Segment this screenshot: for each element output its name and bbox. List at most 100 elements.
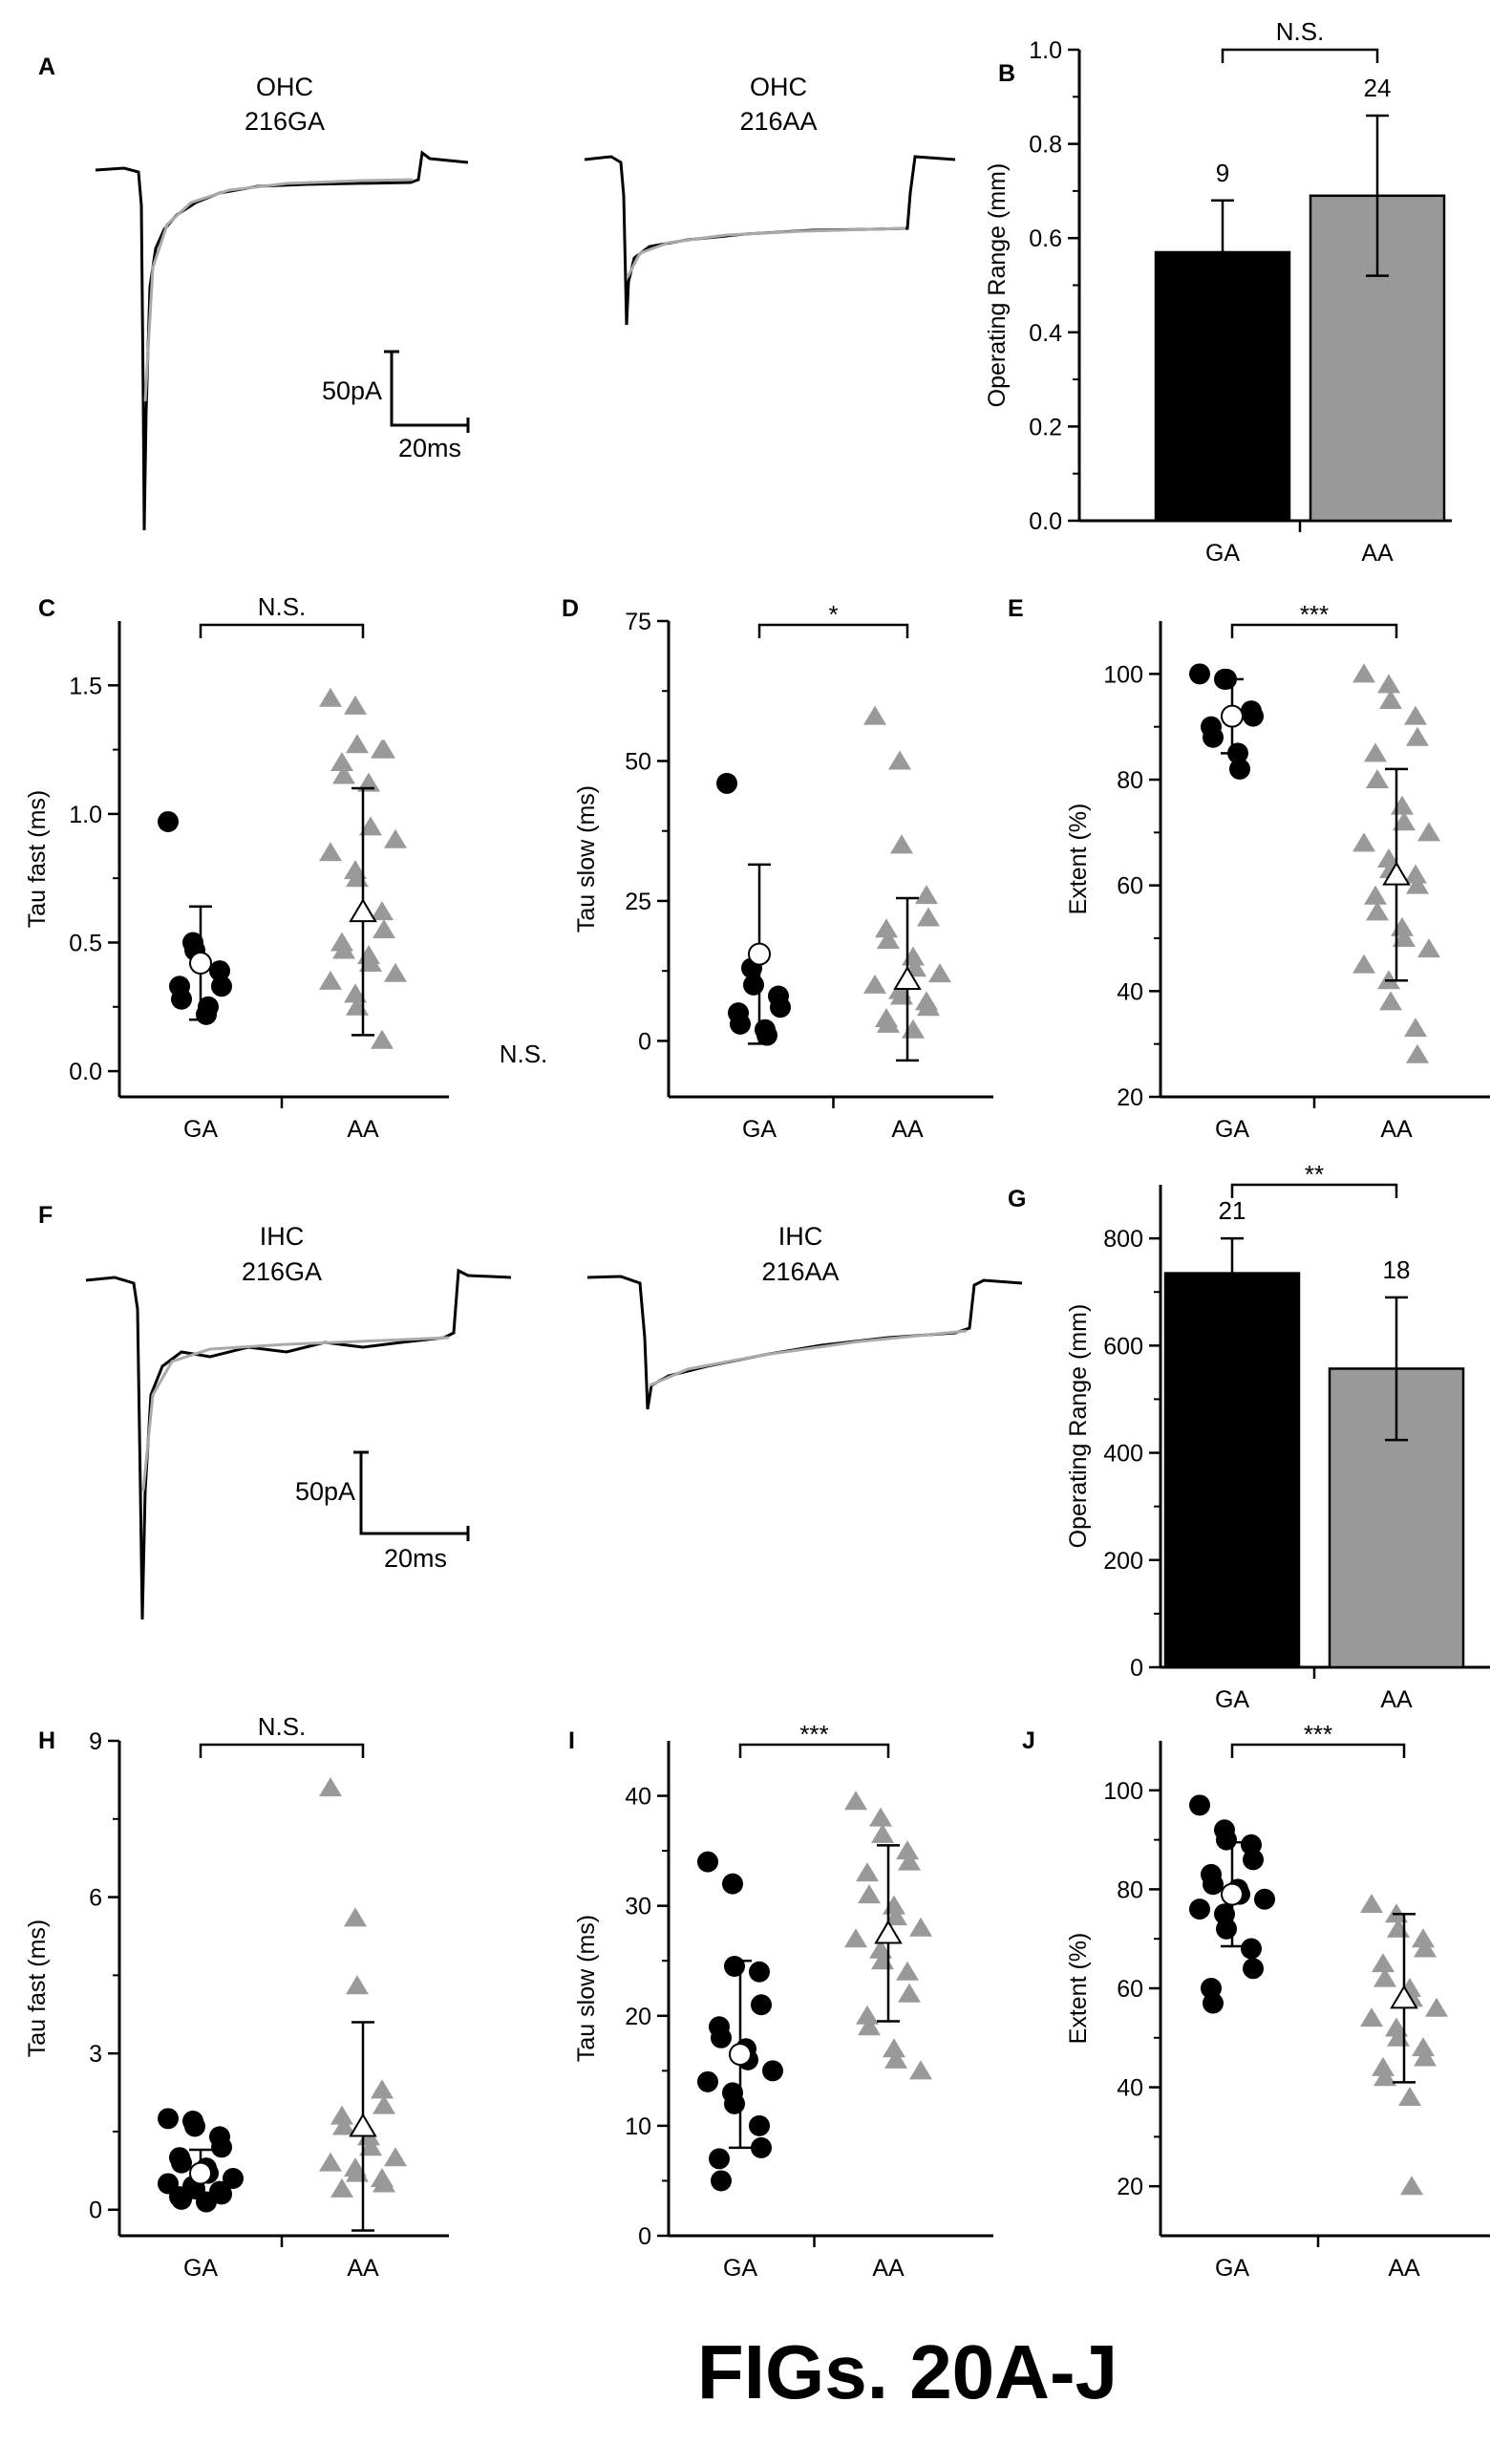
chart-j-point-aa xyxy=(1372,1953,1395,1973)
chart-i-point-aa xyxy=(898,1851,921,1871)
chart-i-point-aa xyxy=(884,2048,907,2069)
chart-e-ytick-label: 100 xyxy=(1103,661,1143,688)
chart-j-ytick-label: 60 xyxy=(1117,1976,1143,2003)
chart-c-point-aa xyxy=(359,816,382,836)
chart-b-significance-bracket xyxy=(1221,48,1379,63)
chart-i-point-aa xyxy=(844,1928,867,1948)
chart-d-point-aa xyxy=(915,885,938,905)
chart-c-point-aa xyxy=(384,962,407,982)
chart-j-point-ga xyxy=(1216,1918,1237,1940)
chart-d-point-aa xyxy=(875,918,898,938)
chart-i-point-ga xyxy=(711,2027,732,2048)
chart-c-point-aa xyxy=(330,752,353,772)
ihc-aa-label-line1: IHC xyxy=(778,1222,823,1251)
ohc-scale-current-label: 50pA xyxy=(322,376,382,405)
chart-d-ytick-label: 75 xyxy=(625,609,651,635)
panel-letter-b: B xyxy=(998,60,1015,87)
chart-j-point-aa xyxy=(1412,2037,1435,2057)
chart-d-point-aa xyxy=(917,907,940,927)
chart-d-ytick-label: 25 xyxy=(625,889,651,915)
chart-i-point-ga xyxy=(749,2114,770,2136)
chart-e-significance-label: *** xyxy=(1300,600,1329,629)
chart-j-xtick-label: GA xyxy=(1215,2255,1249,2282)
chart-j: 20 40 60 80 100 GA AA Extent (%) *** xyxy=(1065,1720,1490,2282)
chart-j-point-aa xyxy=(1360,2007,1383,2027)
chart-e-point-aa xyxy=(1364,885,1387,905)
chart-d-point-aa xyxy=(890,834,913,854)
chart-c-point-aa xyxy=(373,919,395,939)
ihc-ga-fit xyxy=(141,1336,450,1491)
chart-i-ytick-label: 0 xyxy=(638,2223,651,2250)
chart-e-point-aa xyxy=(1404,705,1427,725)
chart-c-point-aa xyxy=(319,687,342,707)
chart-h-mean-ga xyxy=(189,2161,212,2185)
chart-g-ytick-label: 0 xyxy=(1130,1655,1143,1682)
chart-h-point-aa xyxy=(371,2079,394,2099)
chart-h-ytick-label: 6 xyxy=(89,1885,102,1912)
figure-title: FIGs. 20A-J xyxy=(697,2329,1118,2414)
chart-h-point-aa xyxy=(344,1907,367,1927)
chart-i-point-aa xyxy=(909,1917,932,1937)
chart-c-point-aa xyxy=(344,695,367,715)
chart-h-significance-bracket xyxy=(199,1743,365,1758)
chart-j-point-ga xyxy=(1189,1794,1210,1816)
chart-i-ytick-label: 30 xyxy=(625,1894,651,1920)
chart-h-point-ga xyxy=(171,2152,192,2174)
chart-h-point-aa xyxy=(330,2177,353,2198)
chart-j-point-ga xyxy=(1189,1898,1210,1920)
chart-i-point-aa xyxy=(884,1906,907,1926)
chart-h-point-aa xyxy=(346,1975,369,1995)
chart-d-point-ga xyxy=(730,1013,751,1035)
chart-i-point-ga xyxy=(762,2060,783,2082)
chart-d-point-aa xyxy=(888,750,911,770)
chart-c-xtick-label: GA xyxy=(183,1116,218,1143)
ohc-aa-fit xyxy=(626,226,906,278)
chart-b-ytick-label: 1.0 xyxy=(1029,37,1062,64)
panel-letter-f: F xyxy=(38,1202,53,1229)
chart-d-xtick-label: GA xyxy=(742,1116,777,1143)
chart-d-mean-ga xyxy=(748,942,771,966)
chart-c-significance-bracket xyxy=(199,623,365,638)
chart-b-ytick-label: 0.4 xyxy=(1029,320,1062,347)
chart-b: 0.0 0.2 0.4 0.6 0.8 1.0 GA AA Operating Range (m… xyxy=(984,17,1452,567)
chart-e-xtick-label: GA xyxy=(1215,1116,1249,1143)
chart-e-point-aa xyxy=(1406,1043,1429,1063)
chart-b-ytick-label: 0.8 xyxy=(1029,132,1062,159)
chart-j-point-ga xyxy=(1254,1888,1275,1910)
chart-h-point-ga xyxy=(184,2115,205,2137)
chart-i-ytick-label: 20 xyxy=(625,2004,651,2030)
chart-g-n-label: 18 xyxy=(1383,1255,1411,1284)
chart-c-point-aa xyxy=(384,828,407,848)
ihc-aa-fit xyxy=(649,1329,968,1387)
chart-i-point-aa xyxy=(898,1983,921,2003)
chart-i-point-aa xyxy=(869,1939,892,1959)
chart-e-point-aa xyxy=(1366,901,1389,921)
chart-g-n-label: 21 xyxy=(1219,1196,1246,1225)
panel-letter-g: G xyxy=(1008,1186,1026,1212)
chart-d-ytick-label: 0 xyxy=(638,1028,651,1055)
chart-b-ytick-label: 0.2 xyxy=(1029,414,1062,440)
chart-b-ylabel: Operating Range (mm) xyxy=(984,163,1011,408)
chart-i-point-aa xyxy=(896,1840,919,1860)
chart-j-point-aa xyxy=(1414,2047,1437,2067)
chart-j-point-aa xyxy=(1412,1928,1435,1948)
panel-letter-a: A xyxy=(38,54,55,80)
ohc-ga-trace xyxy=(95,150,469,531)
chart-i-point-aa xyxy=(869,1807,892,1827)
chart-h-point-ga xyxy=(196,2191,217,2213)
chart-d-point-aa xyxy=(863,974,886,994)
chart-j-point-aa xyxy=(1374,2067,1396,2087)
chart-e-mean-ga xyxy=(1221,704,1244,728)
ihc-aa-trace xyxy=(586,1275,1023,1410)
chart-i-point-aa xyxy=(909,2060,932,2080)
chart-e-point-aa xyxy=(1391,795,1414,815)
chart-i-point-ga xyxy=(751,2136,772,2158)
chart-g: 0 200 400 600 800 GA AA Operating Range (mm) ** 2… xyxy=(1065,1160,1490,1713)
chart-e-ytick-label: 40 xyxy=(1117,978,1143,1005)
panel-letter-e: E xyxy=(1008,595,1024,622)
chart-j-ytick-label: 20 xyxy=(1117,2174,1143,2200)
chart-i-point-ga xyxy=(751,1994,772,2016)
chart-e-point-aa xyxy=(1393,811,1416,831)
